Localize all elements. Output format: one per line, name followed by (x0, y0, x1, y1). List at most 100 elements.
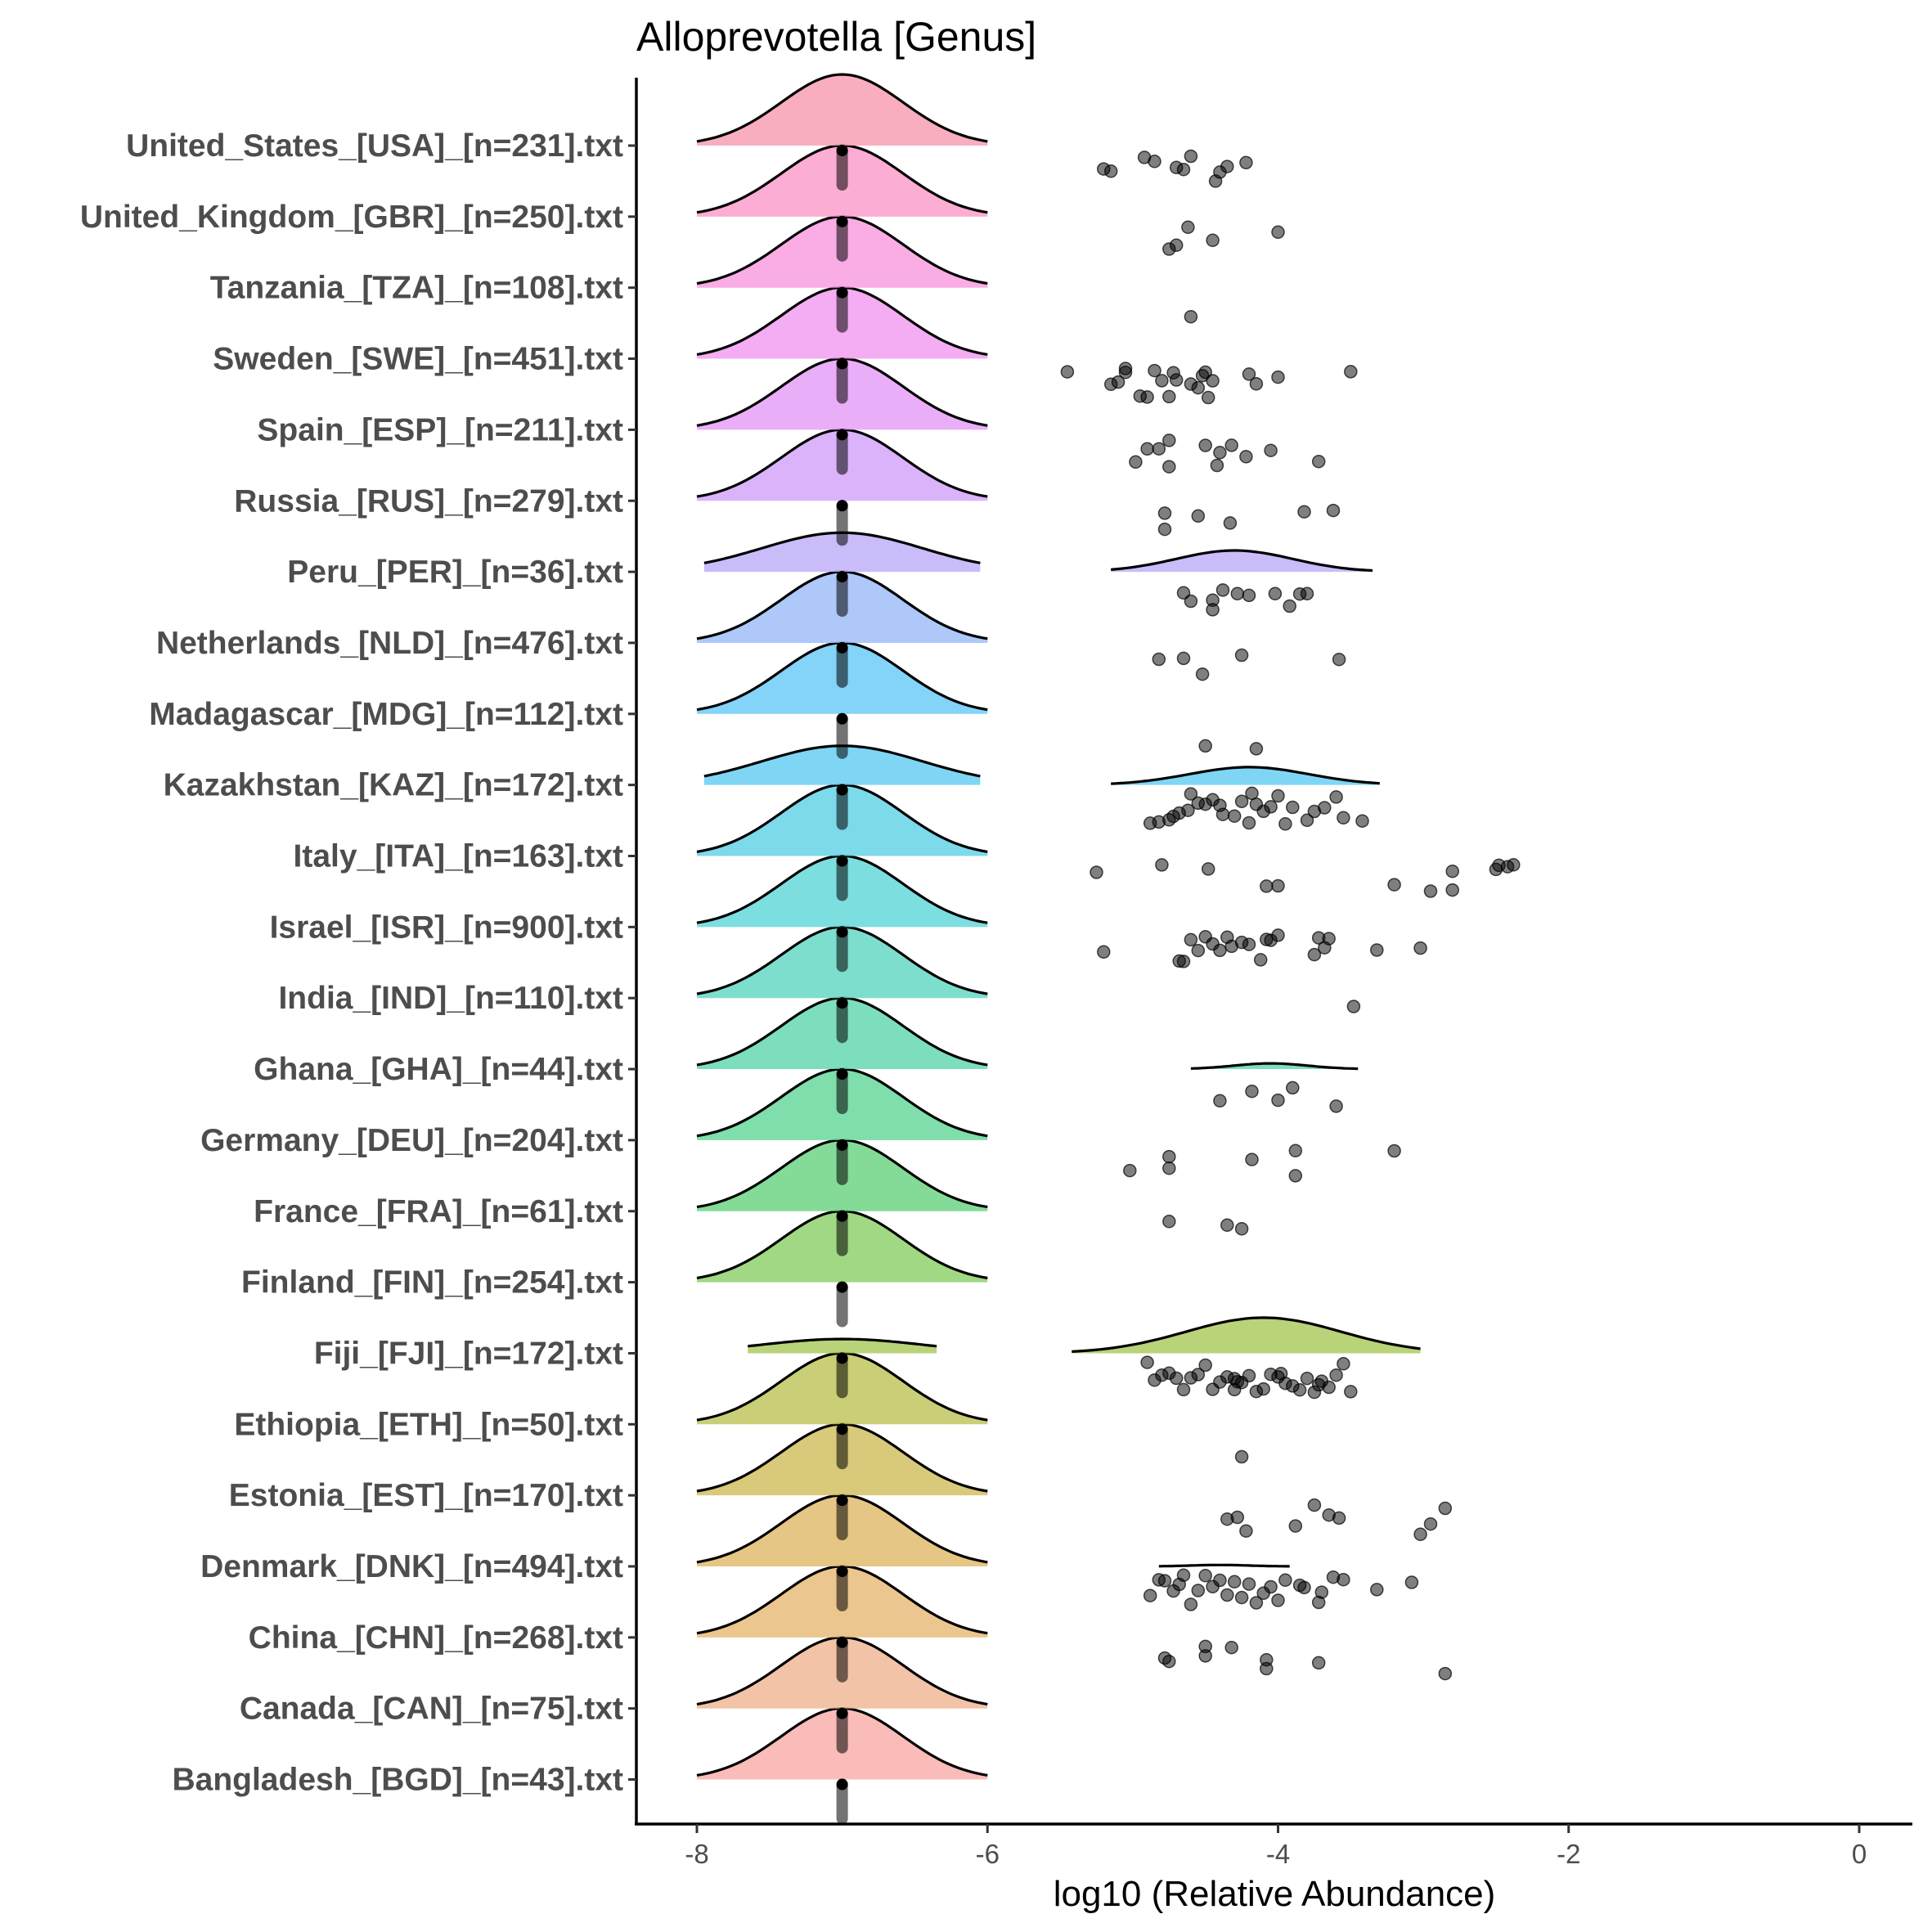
data-point (1260, 879, 1274, 893)
points-row (836, 926, 1427, 973)
zero-point (836, 1494, 848, 1507)
data-point (1201, 862, 1215, 876)
zero-point (836, 429, 848, 441)
data-point (1090, 865, 1103, 879)
data-point (1271, 789, 1285, 803)
y-tick-label: United_States_[USA]_[n=231].txt (126, 128, 623, 164)
zero-point (836, 641, 848, 654)
ridge-outline (1111, 549, 1373, 573)
data-point (1118, 362, 1133, 375)
data-point (1162, 434, 1176, 447)
zero-ridge-fill (748, 1339, 937, 1354)
chart-title: Alloprevotella [Genus] (636, 14, 1036, 60)
points-row (836, 1352, 1358, 1400)
data-point (1239, 1524, 1253, 1538)
ridge-row (748, 1316, 1421, 1354)
y-tick-label: Estonia_[EST]_[n=170].txt (229, 1478, 623, 1513)
data-point (1206, 603, 1220, 617)
data-point (1184, 149, 1198, 164)
data-point (1413, 941, 1427, 955)
y-tick-label: Madagascar_[MDG]_[n=112].txt (149, 697, 623, 732)
data-point (1213, 446, 1227, 460)
points-row (836, 145, 1253, 191)
data-point (1215, 583, 1230, 597)
data-point (1140, 390, 1154, 404)
points-row (836, 1636, 1453, 1683)
zero-point (836, 1352, 848, 1364)
data-point (1271, 370, 1285, 384)
zero-point (836, 1423, 848, 1436)
data-point (1337, 1357, 1350, 1371)
data-point (1242, 937, 1256, 951)
x-tick-label: -8 (685, 1839, 708, 1869)
data-point (1271, 1093, 1285, 1108)
data-point (1213, 1094, 1227, 1108)
y-tick-label: Tanzania_[TZA]_[n=108].txt (210, 271, 623, 306)
data-point (1155, 374, 1169, 388)
y-tick-label: India_[IND]_[n=110].txt (278, 981, 623, 1016)
points-row (836, 1068, 1343, 1115)
data-point (1157, 506, 1172, 520)
zero-point (836, 215, 848, 227)
data-point (1169, 373, 1184, 387)
y-tick-label: Bangladesh_[BGD]_[n=43].txt (172, 1763, 623, 1798)
data-point (1157, 1574, 1172, 1588)
data-point (1271, 878, 1285, 893)
points-row (836, 1139, 1401, 1185)
data-point (1249, 742, 1264, 756)
x-tick-label: -6 (976, 1839, 1000, 1869)
data-point (1288, 1143, 1303, 1158)
zero-ridge-outline (696, 73, 988, 143)
data-point (1162, 1654, 1176, 1669)
data-point (1234, 648, 1249, 663)
zero-point (836, 286, 848, 299)
data-point (1274, 1367, 1288, 1381)
zero-ridge-fill (697, 74, 988, 146)
zero-point (836, 1139, 848, 1151)
x-tick-label: -2 (1557, 1839, 1580, 1869)
points-layer (836, 145, 1521, 1825)
x-tick-label: 0 (1852, 1839, 1867, 1869)
data-point (1198, 438, 1212, 452)
y-tick-label: Ethiopia_[ETH]_[n=50].txt (234, 1407, 623, 1442)
data-point (1413, 1527, 1427, 1542)
data-point (1311, 454, 1326, 469)
data-point (1191, 1368, 1206, 1382)
data-point (1283, 599, 1296, 613)
data-point (1239, 450, 1253, 464)
data-point (1507, 858, 1521, 872)
ridge-row (696, 1494, 1290, 1568)
ridge-outline (1072, 1316, 1421, 1353)
data-point (1198, 1358, 1212, 1373)
data-point (1326, 503, 1341, 518)
data-point (1234, 794, 1249, 809)
zero-point (836, 712, 848, 725)
data-point (1140, 1355, 1154, 1369)
zero-point (836, 784, 848, 796)
data-point (1271, 928, 1285, 942)
data-point (1242, 367, 1256, 381)
data-point (1198, 1639, 1212, 1654)
data-point (1242, 588, 1256, 603)
data-point (1152, 652, 1166, 667)
data-point (1215, 807, 1230, 821)
zero-ridge-outline (748, 1337, 937, 1348)
points-row (836, 1423, 1249, 1470)
data-point (1245, 1152, 1259, 1166)
data-point (1148, 363, 1161, 378)
data-point (1239, 155, 1253, 170)
ridge-fill (1111, 550, 1373, 573)
data-point (1224, 1640, 1238, 1655)
y-tick-label: Italy_[ITA]_[n=163].txt (294, 839, 623, 874)
data-point (1253, 953, 1268, 967)
points-row (836, 500, 1341, 546)
data-point (1220, 1218, 1234, 1233)
data-point (1129, 455, 1143, 470)
points-row (836, 641, 1346, 688)
ridge-outline (1158, 1563, 1290, 1568)
data-point (1123, 1163, 1137, 1178)
data-point (1191, 943, 1206, 958)
zero-point (836, 1566, 848, 1577)
y-tick-label: Denmark_[DNK]_[n=494].txt (200, 1549, 623, 1584)
y-tick-label: Russia_[RUS]_[n=279].txt (234, 483, 623, 519)
